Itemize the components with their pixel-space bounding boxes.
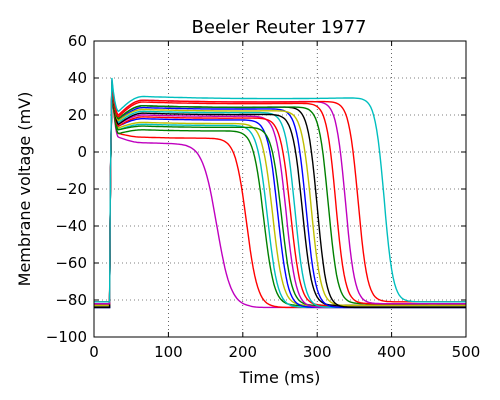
y-axis-label: Membrane voltage (mV) <box>15 92 34 287</box>
y-tick-label: −60 <box>55 254 87 272</box>
x-axis-label: Time (ms) <box>239 368 321 387</box>
series-line-18 <box>94 81 466 303</box>
series-line-19 <box>94 77 466 303</box>
y-tick-label: 20 <box>68 106 87 124</box>
x-tick-label: 200 <box>228 343 257 361</box>
axis-ticks: 0 100 200 300 400 500 −100 −80 −60 −40 −20 0 20 40 60 <box>46 32 481 361</box>
x-tick-label: 500 <box>452 343 481 361</box>
series-group <box>94 77 466 309</box>
y-tick-label: −20 <box>55 180 87 198</box>
y-tick-label: −80 <box>55 291 87 309</box>
x-tick-label: 100 <box>154 343 183 361</box>
x-tick-label: 400 <box>377 343 406 361</box>
x-tick-label: 0 <box>89 343 99 361</box>
y-tick-label: −100 <box>46 328 87 346</box>
y-tick-label: 0 <box>77 143 87 161</box>
y-tick-label: −40 <box>55 217 87 235</box>
x-tick-label: 300 <box>303 343 332 361</box>
y-tick-label: 40 <box>68 69 87 87</box>
series-line-6 <box>94 85 466 309</box>
y-tick-label: 60 <box>68 32 87 50</box>
series-line-13 <box>94 83 466 307</box>
chart-title: Beeler Reuter 1977 <box>192 17 367 38</box>
